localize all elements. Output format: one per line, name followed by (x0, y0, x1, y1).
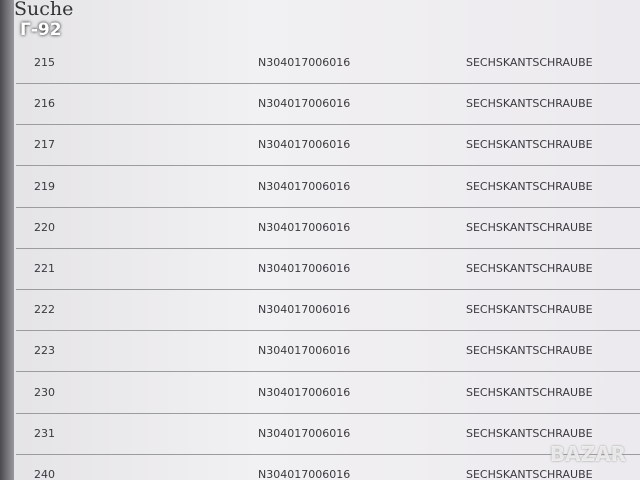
part-number: N304017006016 (258, 385, 351, 399)
screen-edge (0, 0, 14, 480)
table-row[interactable]: 220 N304017006016 SECHSKANTSCHRAUBE (16, 207, 640, 249)
overlay-label: Г-92 (20, 20, 62, 40)
description: SECHSKANTSCHRAUBE (466, 138, 593, 152)
description: SECHSKANTSCHRAUBE (466, 56, 593, 69)
table-row[interactable]: 215 N304017006016 SECHSKANTSCHRAUBE (16, 42, 640, 84)
row-number: 219 (34, 179, 55, 193)
table-row[interactable]: 217 N304017006016 SECHSKANTSCHRAUBE (16, 124, 640, 167)
part-number: N304017006016 (258, 179, 351, 193)
description: SECHSKANTSCHRAUBE (466, 179, 593, 193)
table-row[interactable]: 230 N304017006016 SECHSKANTSCHRAUBE (16, 372, 640, 414)
row-number: 223 (34, 344, 55, 358)
part-number: N304017006016 (258, 220, 351, 234)
table-row[interactable]: 240 N304017006016 SECHSKANTSCHRAUBE (16, 454, 640, 480)
watermark: BAZAR (549, 442, 626, 466)
description: SECHSKANTSCHRAUBE (466, 97, 593, 111)
row-number: 221 (34, 262, 55, 275)
row-number: 220 (34, 220, 55, 234)
part-number: N304017006016 (258, 303, 351, 317)
table-row[interactable]: 222 N304017006016 SECHSKANTSCHRAUBE (16, 289, 640, 332)
row-number: 231 (34, 426, 55, 440)
description: SECHSKANTSCHRAUBE (466, 385, 593, 399)
row-number: 215 (34, 56, 55, 69)
table-row[interactable]: 231 N304017006016 SECHSKANTSCHRAUBE (16, 413, 640, 455)
description: SECHSKANTSCHRAUBE (466, 468, 593, 480)
part-number: N304017006016 (258, 97, 351, 111)
part-number: N304017006016 (258, 426, 351, 440)
part-number: N304017006016 (258, 344, 351, 358)
part-number: N304017006016 (258, 468, 351, 480)
description: SECHSKANTSCHRAUBE (466, 426, 593, 440)
row-number: 230 (34, 385, 55, 399)
part-number: N304017006016 (258, 56, 351, 69)
part-number: N304017006016 (258, 138, 351, 152)
row-number: 240 (34, 468, 55, 480)
description: SECHSKANTSCHRAUBE (466, 303, 593, 317)
table-row[interactable]: 223 N304017006016 SECHSKANTSCHRAUBE (16, 330, 640, 373)
description: SECHSKANTSCHRAUBE (466, 344, 593, 358)
table-row[interactable]: 221 N304017006016 SECHSKANTSCHRAUBE (16, 248, 640, 290)
row-number: 217 (34, 138, 55, 152)
row-number: 216 (34, 97, 55, 111)
description: SECHSKANTSCHRAUBE (466, 262, 593, 275)
row-number: 222 (34, 303, 55, 317)
title: Suche (14, 0, 74, 20)
description: SECHSKANTSCHRAUBE (466, 220, 593, 234)
table-row[interactable]: 219 N304017006016 SECHSKANTSCHRAUBE (16, 166, 640, 208)
part-number: N304017006016 (258, 262, 351, 275)
table-row[interactable]: 216 N304017006016 SECHSKANTSCHRAUBE (16, 83, 640, 126)
